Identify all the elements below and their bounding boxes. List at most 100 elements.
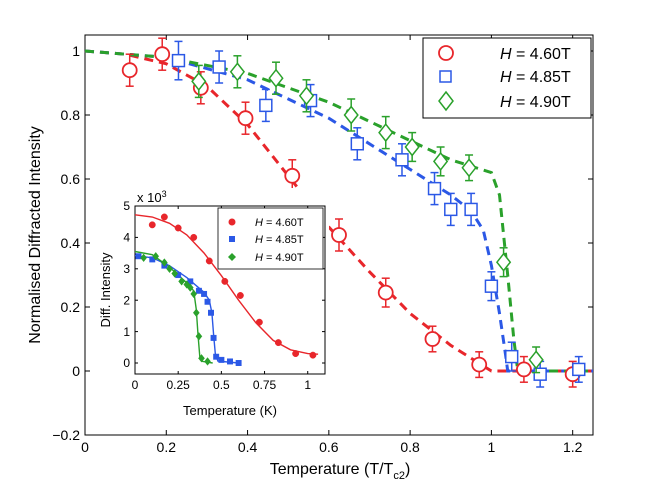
main-y-tick-label: −0.2: [52, 427, 80, 443]
main-point-square: [572, 362, 586, 377]
inset-point-circle: [190, 233, 198, 241]
inset-legend-label-490: H = 4.90T: [255, 252, 304, 264]
main-point-square: [464, 202, 478, 217]
inset-point-diamond: [161, 258, 168, 267]
main-point-square: [212, 60, 226, 74]
inset-point-square: [204, 298, 211, 305]
main-point-diamond: [404, 137, 420, 157]
main-point-diamond: [298, 86, 315, 106]
inset-point-circle: [174, 224, 182, 232]
legend-marker-485: [439, 70, 452, 83]
inset-y-tick-label: 2: [123, 293, 130, 307]
main-x-tick-label: 0.6: [319, 439, 339, 455]
main-x-tick-label: 0.4: [238, 439, 258, 455]
inset-x-axis-label: Temperature (K): [183, 403, 277, 418]
inset-x-tick-label: 0: [132, 378, 139, 392]
main-y-tick-label: 0.4: [61, 235, 81, 251]
main-point-diamond: [528, 350, 544, 370]
inset-point-circle: [236, 292, 244, 299]
inset-point-circle: [274, 339, 282, 347]
inset-point-diamond: [198, 354, 205, 363]
main-point-circle: [237, 110, 254, 127]
inset-legend-marker-485: [229, 236, 235, 242]
main-point-diamond: [191, 71, 207, 92]
inset-x-tick-label: 0.25: [167, 378, 191, 392]
main-point-circle: [284, 167, 301, 184]
main-point-square: [259, 98, 273, 113]
inset-legend: H = 4.60T H = 4.85T H = 4.90T: [217, 207, 324, 270]
inset-y-tick-label: 1: [123, 325, 130, 339]
inset-point-square: [218, 356, 225, 363]
main-x-axis-label: Temperature (T/Tc2): [270, 461, 411, 482]
main-point-diamond: [432, 151, 449, 172]
inset-point-diamond: [192, 308, 200, 318]
main-point-square: [395, 153, 409, 167]
main-x-tick-label: 1.2: [563, 439, 583, 455]
main-point-circle: [377, 284, 394, 301]
main-point-square: [350, 137, 364, 151]
main-point-square: [444, 202, 458, 217]
inset-point-diamond: [195, 332, 203, 341]
inset-point-diamond: [166, 264, 173, 274]
inset-y-tick-label: 4: [123, 231, 130, 245]
main-y-tick-label: 0.8: [61, 107, 81, 123]
main-data-points: [121, 37, 586, 388]
main-point-circle: [424, 331, 441, 347]
main-point-diamond: [378, 122, 394, 143]
inset-x-tick-label: 0.75: [253, 378, 277, 392]
main-x-tick-label: 0: [81, 439, 89, 455]
main-y-tick-label: 0.6: [61, 171, 81, 187]
inset-point-circle: [292, 350, 300, 358]
main-x-tick-label: 0.8: [400, 439, 420, 455]
inset-point-square: [227, 358, 233, 365]
legend-label-490: H = 4.90T: [500, 94, 571, 111]
main-point-circle: [121, 62, 138, 79]
inset-legend-label-485: H = 4.85T: [255, 234, 304, 246]
main-y-axis-label: Normalised Diffracted Intensity: [27, 126, 44, 344]
inset-point-diamond: [190, 289, 198, 299]
inset-point-circle: [221, 277, 229, 285]
inset-point-diamond: [152, 252, 160, 261]
inset-point-square: [201, 290, 208, 297]
inset-point-circle: [205, 257, 213, 265]
inset-fit-0: [134, 214, 319, 355]
main-point-diamond: [343, 105, 359, 125]
inset-legend-marker-460: [228, 218, 236, 226]
main-point-square: [171, 53, 186, 68]
legend-marker-460: [438, 45, 454, 61]
inset-point-diamond: [171, 269, 179, 278]
inset-point-square: [208, 309, 214, 316]
main-point-square: [427, 181, 442, 196]
legend-label-460: H = 4.60T: [500, 46, 571, 63]
inset-multiplier: x 103: [137, 189, 167, 205]
main-y-tick-label: 0: [72, 363, 80, 379]
inset-y-axis-label: Diff. Intensity: [98, 252, 113, 327]
inset-point-circle: [309, 351, 317, 359]
inset-data-points: [135, 213, 317, 366]
inset-point-diamond: [204, 357, 211, 366]
inset-point-diamond: [186, 283, 194, 292]
main-x-tick-label: 0.2: [157, 439, 177, 455]
main-x-tick-label: 1: [488, 439, 496, 455]
main-point-diamond: [495, 252, 512, 272]
inset-legend-marker-490: [228, 253, 236, 261]
inset-y-tick-label: 5: [123, 199, 130, 213]
inset-y-tick-label: 0: [123, 356, 130, 370]
inset-point-circle: [160, 213, 168, 221]
inset-point-circle: [255, 318, 263, 326]
main-point-diamond: [461, 158, 477, 178]
inset-point-square: [195, 287, 202, 294]
inset-point-diamond: [140, 253, 147, 263]
inset-point-circle: [148, 221, 156, 229]
main-y-tick-label: 0.2: [61, 299, 81, 315]
inset-axis-ticks: 0 0.25 0.5 0.75 1 0 1 2 3 4 5: [123, 199, 325, 392]
main-point-square: [505, 349, 519, 364]
main-point-square: [484, 279, 499, 293]
inset-x-tick-label: 1: [304, 378, 311, 392]
main-point-circle: [331, 227, 347, 243]
legend-label-485: H = 4.85T: [500, 69, 571, 86]
main-point-diamond: [268, 68, 284, 88]
inset-point-square: [213, 353, 220, 360]
main-y-tick-label: 1: [72, 43, 80, 59]
